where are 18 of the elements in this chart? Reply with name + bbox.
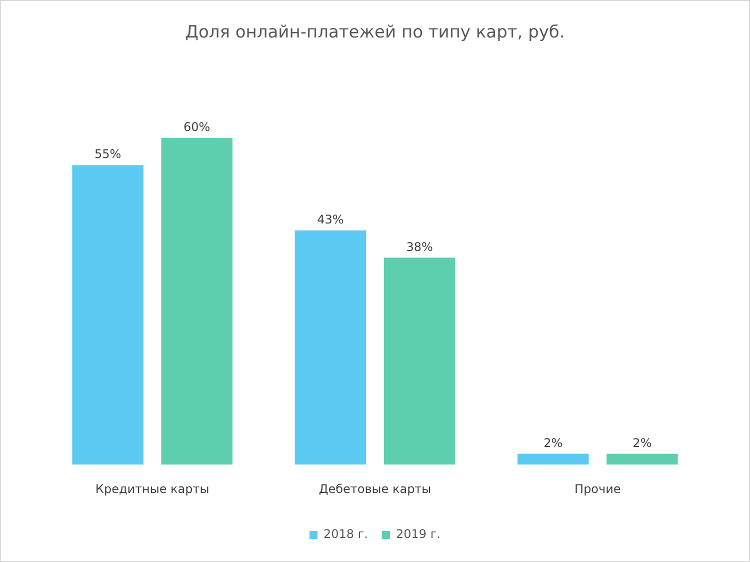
x-tick-label: Дебетовые карты <box>318 482 432 496</box>
data-label: 2% <box>544 436 563 450</box>
data-label: 60% <box>184 120 210 134</box>
bar <box>518 454 589 465</box>
x-tick-label: Прочие <box>574 482 621 496</box>
bar <box>72 165 144 465</box>
bar <box>294 230 366 465</box>
x-tick-label: Кредитные карты <box>95 482 210 496</box>
data-label: 43% <box>317 212 344 227</box>
data-label: 38% <box>406 240 433 254</box>
bar <box>606 454 678 465</box>
chart-title: Доля онлайн-платежей по типу карт, руб. <box>185 22 565 43</box>
legend-label: 2019 г. <box>396 527 440 542</box>
data-label: 55% <box>94 147 122 162</box>
bar <box>384 258 456 465</box>
legend-label: 2018 г. <box>324 527 368 542</box>
bar <box>161 138 232 465</box>
data-label: 2% <box>632 436 652 450</box>
